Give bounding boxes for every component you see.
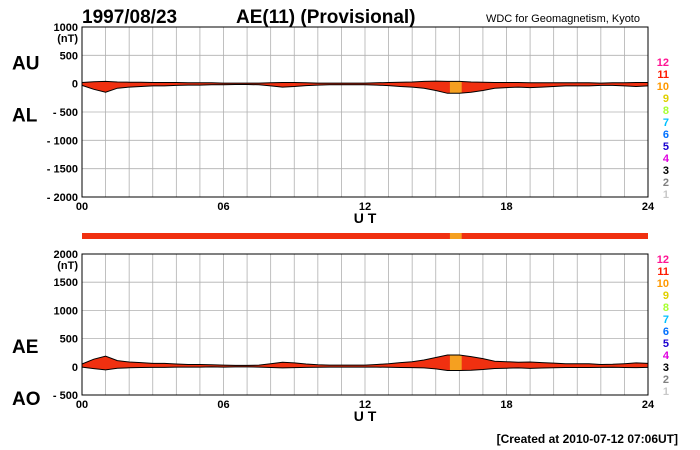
x-tick-label: 00 <box>76 201 88 213</box>
legend-count-label: 9 <box>663 290 669 302</box>
legend-count-label: 8 <box>663 302 669 314</box>
y-tick-label: - 1500 <box>47 164 78 176</box>
legend-count-label: 6 <box>663 129 669 141</box>
status-bar-main <box>82 233 648 239</box>
legend-count-label: 1 <box>663 189 669 201</box>
legend-count-label: 11 <box>657 69 669 81</box>
legend-count-label: 9 <box>663 93 669 105</box>
legend-count-label: 10 <box>657 278 669 290</box>
series-area-highlight <box>449 355 462 371</box>
series-area-fill <box>82 81 648 94</box>
x-tick-label: 18 <box>500 201 512 213</box>
x-tick-label: 12 <box>359 201 371 213</box>
series-line-au <box>81 80 648 84</box>
legend-count-label: 2 <box>663 374 669 386</box>
series-line-ao <box>81 366 649 371</box>
x-tick-label: 06 <box>217 399 229 411</box>
x-tick-label: 24 <box>642 399 655 411</box>
series-area-highlight <box>449 81 462 94</box>
legend-count-label: 4 <box>663 350 670 362</box>
y-tick-label: 500 <box>60 50 78 62</box>
x-tick-label: 12 <box>359 399 371 411</box>
y-tick-label: 1500 <box>54 277 78 289</box>
created-footer: [Created at 2010-07-12 07:06UT] <box>497 432 678 446</box>
series-label-au: AU <box>12 54 39 75</box>
y-tick-label: 2000 <box>54 249 78 261</box>
y-tick-label: 500 <box>60 334 78 346</box>
index-title: AE(11) (Provisional) <box>236 7 416 28</box>
legend-count-label: 4 <box>663 153 670 165</box>
series-line-ae <box>81 354 649 366</box>
plot-frame <box>81 26 649 198</box>
y-tick-label: - 1000 <box>47 135 78 147</box>
legend-count-label: 11 <box>657 266 669 278</box>
date-title: 1997/08/23 <box>82 7 177 28</box>
legend-count-label: 10 <box>657 81 669 93</box>
source-label: WDC for Geomagnetism, Kyoto <box>486 13 640 25</box>
x-axis-label: U T <box>354 210 377 226</box>
au-al-panel: 1000 500 0 - 500 - 1000 - 1500 - 2000 (nT) 00 06 1… <box>12 22 655 226</box>
series-label-ao: AO <box>12 389 41 410</box>
y-tick-label: - 500 <box>53 390 78 402</box>
legend-count-label: 1 <box>663 386 669 398</box>
y-tick-label: - 500 <box>53 107 78 119</box>
x-tick-label: 24 <box>642 201 655 213</box>
legend-count-label: 12 <box>657 57 669 69</box>
y-tick-label: 0 <box>72 79 78 91</box>
plot-frame <box>81 253 649 396</box>
status-bar-highlight <box>449 233 462 239</box>
legend-count-label: 2 <box>663 177 669 189</box>
x-axis-label: U T <box>354 408 377 424</box>
legend-count-label: 5 <box>663 338 669 350</box>
legend-count-label: 6 <box>663 326 669 338</box>
legend-count-label: 12 <box>657 254 669 266</box>
y-tick-label: - 2000 <box>47 192 78 204</box>
legend-count-label: 7 <box>663 314 669 326</box>
x-tick-label: 18 <box>500 399 512 411</box>
y-tick-label: 1000 <box>54 22 78 34</box>
legend-count-label: 3 <box>663 165 669 177</box>
series-label-al: AL <box>12 106 38 127</box>
legend-count-label: 7 <box>663 117 669 129</box>
x-tick-label: 06 <box>217 201 229 213</box>
ae-ao-panel: 2000 1500 1000 500 0 - 500 (nT) 00 06 12 18 24 U T AE… <box>12 249 655 424</box>
y-unit-label: (nT) <box>57 260 78 272</box>
legend-count-label: 8 <box>663 105 669 117</box>
x-tick-label: 00 <box>76 399 88 411</box>
series-line-al <box>81 84 649 94</box>
y-tick-label: 0 <box>72 362 78 374</box>
series-label-ae: AE <box>12 337 38 358</box>
legend-count-label: 3 <box>663 362 669 374</box>
legend-count-label: 5 <box>663 141 669 153</box>
station-status-bar <box>82 233 648 239</box>
y-unit-label: (nT) <box>57 33 78 45</box>
y-tick-label: 1000 <box>54 305 78 317</box>
